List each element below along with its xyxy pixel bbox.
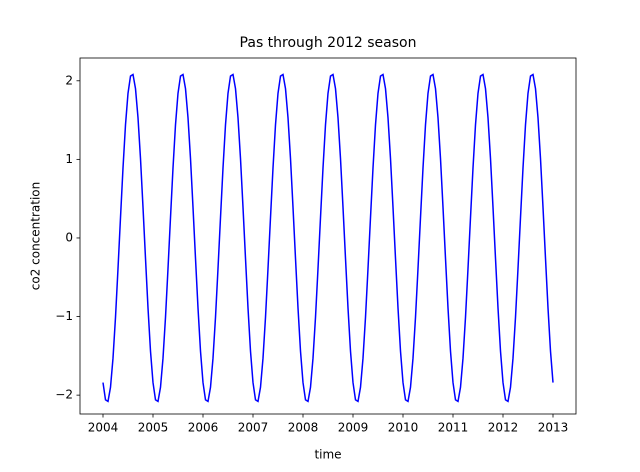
y-tick-label: 0 bbox=[65, 230, 73, 244]
x-axis-label: time bbox=[314, 448, 341, 462]
x-tick-label: 2012 bbox=[488, 421, 519, 435]
x-tick-label: 2007 bbox=[238, 421, 269, 435]
chart-title: Pas through 2012 season bbox=[240, 35, 417, 51]
x-tick-label: 2013 bbox=[538, 421, 569, 435]
y-tick-label: 2 bbox=[65, 73, 73, 87]
x-tick-label: 2008 bbox=[288, 421, 319, 435]
x-tick-label: 2011 bbox=[438, 421, 469, 435]
y-tick-label: −2 bbox=[55, 388, 73, 402]
x-tick-label: 2005 bbox=[138, 421, 169, 435]
x-tick-label: 2010 bbox=[388, 421, 419, 435]
y-axis-label: co2 concentration bbox=[29, 182, 43, 291]
plot-frame bbox=[79, 57, 577, 415]
x-tick-label: 2009 bbox=[338, 421, 369, 435]
y-tick-label: −1 bbox=[55, 309, 73, 323]
data-line bbox=[102, 73, 554, 403]
x-tick-label: 2004 bbox=[88, 421, 119, 435]
y-tick-label: 1 bbox=[65, 152, 73, 166]
x-tick-label: 2006 bbox=[188, 421, 219, 435]
